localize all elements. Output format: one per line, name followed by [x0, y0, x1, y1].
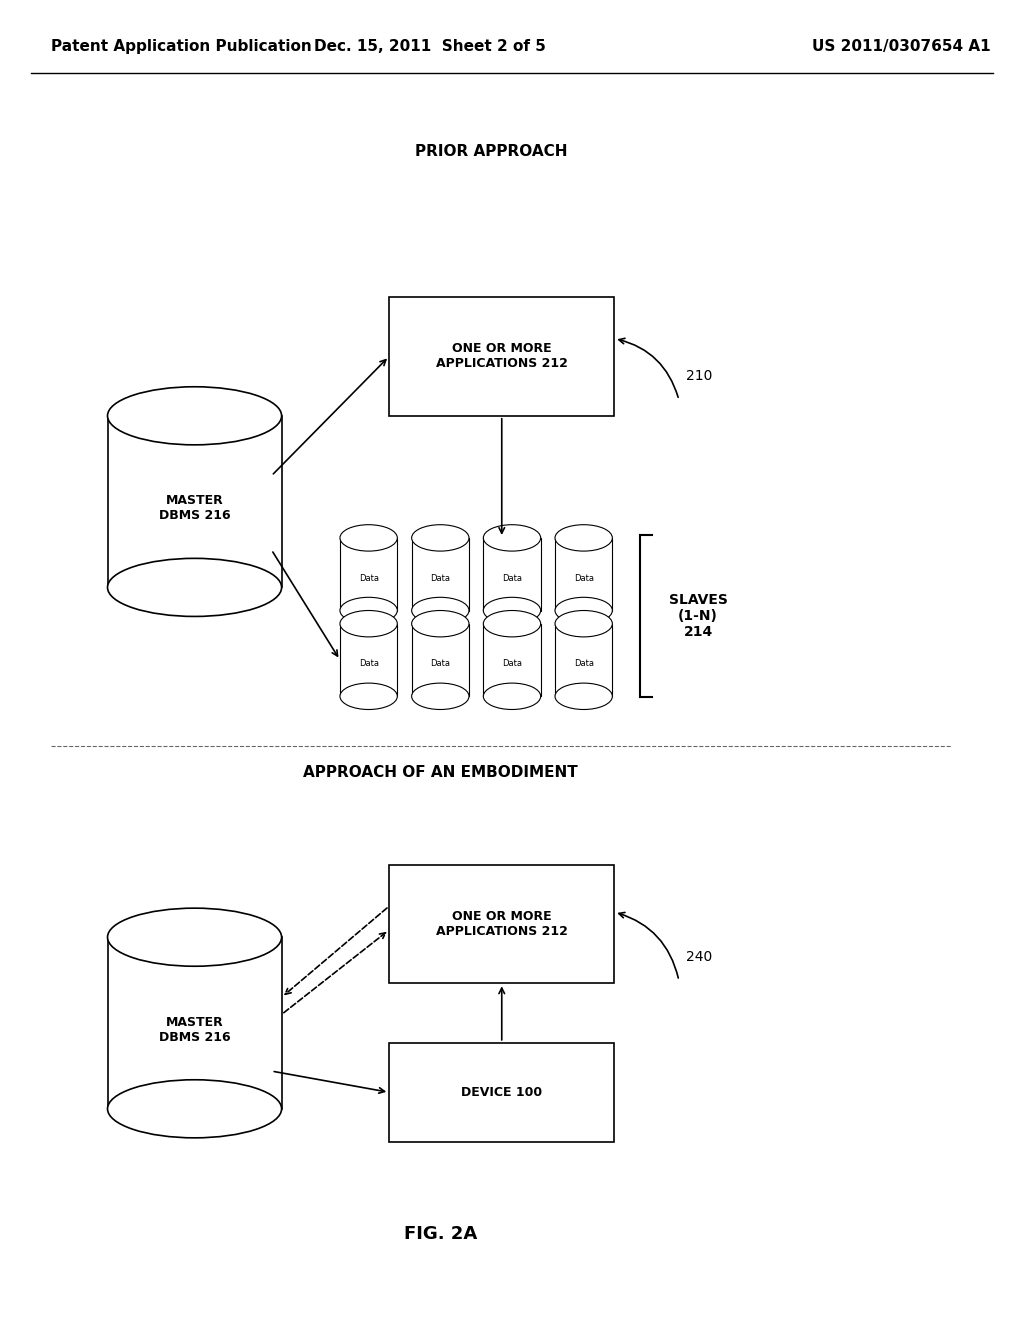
- Text: US 2011/0307654 A1: US 2011/0307654 A1: [812, 38, 990, 54]
- Text: Data: Data: [430, 660, 451, 668]
- Ellipse shape: [340, 597, 397, 624]
- Text: Data: Data: [573, 660, 594, 668]
- Polygon shape: [340, 624, 397, 697]
- Ellipse shape: [483, 597, 541, 624]
- Polygon shape: [108, 937, 282, 1109]
- FancyBboxPatch shape: [389, 865, 614, 983]
- FancyBboxPatch shape: [389, 297, 614, 416]
- Text: Data: Data: [573, 574, 594, 582]
- Polygon shape: [412, 624, 469, 697]
- Text: 210: 210: [686, 370, 713, 383]
- Ellipse shape: [412, 610, 469, 638]
- Text: Data: Data: [358, 660, 379, 668]
- Text: Patent Application Publication: Patent Application Publication: [51, 38, 312, 54]
- Polygon shape: [412, 539, 469, 610]
- Ellipse shape: [555, 597, 612, 624]
- Text: 240: 240: [686, 950, 713, 964]
- Text: Data: Data: [358, 574, 379, 582]
- Ellipse shape: [108, 387, 282, 445]
- Polygon shape: [555, 539, 612, 610]
- Polygon shape: [340, 539, 397, 610]
- Ellipse shape: [108, 558, 282, 616]
- Ellipse shape: [340, 524, 397, 552]
- Text: FIG. 2A: FIG. 2A: [403, 1225, 477, 1243]
- Text: PRIOR APPROACH: PRIOR APPROACH: [416, 144, 567, 160]
- Ellipse shape: [108, 908, 282, 966]
- Polygon shape: [483, 624, 541, 697]
- Polygon shape: [555, 624, 612, 697]
- Text: SLAVES
(1-N)
214: SLAVES (1-N) 214: [669, 593, 727, 639]
- Text: APPROACH OF AN EMBODIMENT: APPROACH OF AN EMBODIMENT: [303, 764, 578, 780]
- Ellipse shape: [483, 684, 541, 710]
- Text: MASTER
DBMS 216: MASTER DBMS 216: [159, 494, 230, 523]
- Text: DEVICE 100: DEVICE 100: [461, 1086, 543, 1098]
- Ellipse shape: [555, 684, 612, 710]
- Ellipse shape: [483, 524, 541, 552]
- Ellipse shape: [340, 684, 397, 710]
- Text: Data: Data: [430, 574, 451, 582]
- Text: ONE OR MORE
APPLICATIONS 212: ONE OR MORE APPLICATIONS 212: [436, 342, 567, 371]
- Ellipse shape: [108, 1080, 282, 1138]
- Polygon shape: [483, 539, 541, 610]
- Text: Dec. 15, 2011  Sheet 2 of 5: Dec. 15, 2011 Sheet 2 of 5: [314, 38, 546, 54]
- Text: Data: Data: [502, 660, 522, 668]
- Ellipse shape: [555, 610, 612, 638]
- FancyBboxPatch shape: [389, 1043, 614, 1142]
- Ellipse shape: [340, 610, 397, 638]
- Text: ONE OR MORE
APPLICATIONS 212: ONE OR MORE APPLICATIONS 212: [436, 909, 567, 939]
- Text: Data: Data: [502, 574, 522, 582]
- Ellipse shape: [555, 524, 612, 552]
- Ellipse shape: [483, 610, 541, 638]
- Ellipse shape: [412, 684, 469, 710]
- Polygon shape: [108, 416, 282, 587]
- Text: MASTER
DBMS 216: MASTER DBMS 216: [159, 1015, 230, 1044]
- Ellipse shape: [412, 597, 469, 624]
- Ellipse shape: [412, 524, 469, 552]
